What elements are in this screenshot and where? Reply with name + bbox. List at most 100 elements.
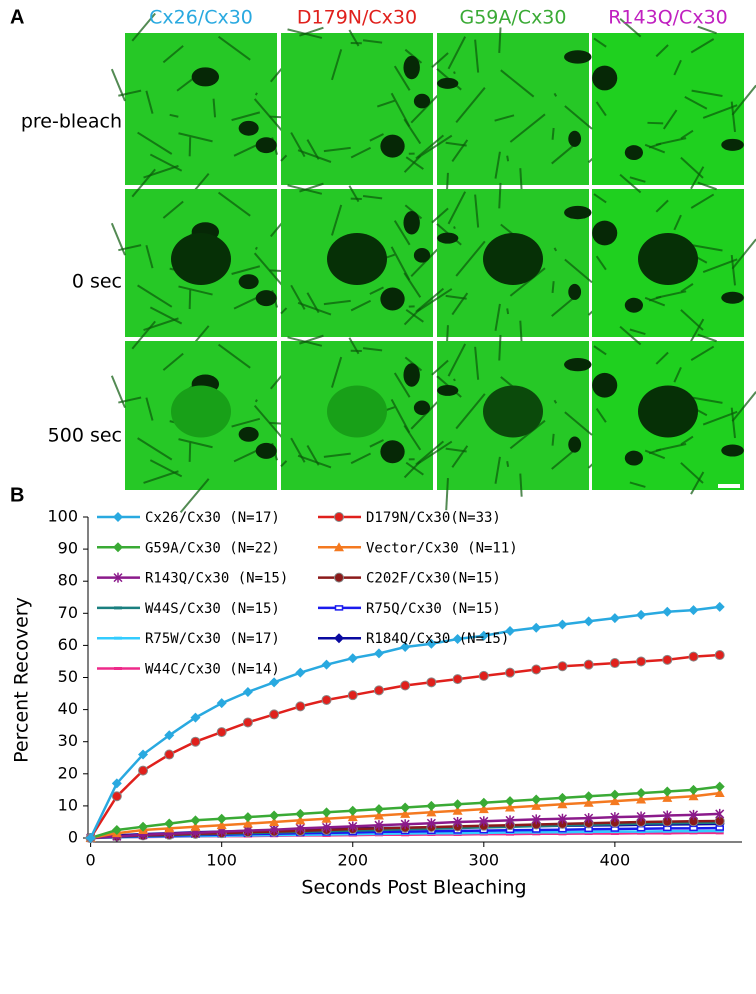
- micrograph: [280, 334, 439, 490]
- cell-border: [290, 284, 306, 310]
- y-tick-label: 20: [58, 763, 78, 782]
- marker: [557, 799, 568, 809]
- bleached-cell: [327, 233, 387, 285]
- cell-border: [403, 155, 422, 173]
- cell-border: [673, 214, 682, 231]
- cell-border: [474, 194, 480, 228]
- micrograph: [564, 17, 756, 190]
- column-title: D179N/Cx30: [297, 7, 417, 29]
- marker: [216, 813, 227, 824]
- cell-border: [350, 452, 372, 465]
- dark-gap: [437, 77, 459, 89]
- scale-bar: [718, 484, 740, 488]
- marker: [505, 815, 515, 826]
- series: [85, 781, 725, 843]
- cell-border: [494, 456, 501, 484]
- row-label: 500 sec: [48, 425, 122, 447]
- cell-border: [731, 391, 756, 422]
- bleached-cell: [638, 233, 698, 285]
- marker: [636, 811, 646, 822]
- cell-border: [254, 246, 258, 250]
- micrograph: [110, 12, 300, 208]
- cell-border: [217, 343, 251, 369]
- cell-border: [137, 284, 173, 308]
- legend-marker: [334, 572, 344, 583]
- dark-gap: [721, 291, 744, 304]
- marker: [111, 778, 122, 789]
- marker: [506, 832, 515, 836]
- cell-border: [403, 118, 422, 145]
- tile: [592, 33, 744, 185]
- marker: [531, 794, 542, 805]
- cell-border: [506, 308, 510, 315]
- dark-gap: [403, 363, 420, 387]
- marker: [610, 826, 620, 832]
- dark-gap: [437, 384, 459, 396]
- cell-border: [348, 337, 360, 355]
- marker: [636, 825, 646, 832]
- cell-border: [673, 59, 682, 76]
- legend-marker: [114, 606, 122, 610]
- x-tick-label: 100: [206, 851, 237, 870]
- cell-border: [350, 146, 372, 159]
- marker: [636, 656, 647, 667]
- legend-label: C202F/Cx30(N=15): [366, 571, 501, 587]
- marker: [636, 788, 647, 799]
- cell-border: [323, 299, 351, 306]
- cell-border: [451, 445, 469, 468]
- marker: [321, 813, 332, 823]
- cell-border: [697, 333, 717, 343]
- cell-border: [551, 142, 577, 165]
- marker: [714, 788, 725, 798]
- marker: [609, 789, 620, 800]
- cell-border: [731, 238, 756, 270]
- marker: [216, 727, 227, 738]
- cell-border: [648, 142, 662, 149]
- cell-border: [376, 99, 396, 108]
- cell-border: [648, 448, 662, 455]
- cell-border: [299, 334, 324, 345]
- marker: [689, 825, 698, 832]
- series: [85, 788, 725, 842]
- cell-border: [506, 461, 510, 467]
- cell-border: [287, 184, 323, 195]
- cell-border: [691, 89, 723, 98]
- marker: [295, 701, 306, 712]
- cell-border: [287, 336, 323, 347]
- marker: [478, 670, 489, 681]
- micrograph: [415, 182, 621, 358]
- legend-label: Cx26/Cx30 (N=17): [145, 510, 280, 526]
- column-title: Cx26/Cx30: [149, 7, 253, 29]
- cell-border: [131, 168, 156, 198]
- cell-border: [648, 295, 662, 302]
- y-tick-label: 100: [47, 507, 78, 526]
- marker: [610, 832, 619, 836]
- marker: [400, 642, 411, 653]
- micrograph: [564, 325, 756, 495]
- cell-border: [323, 146, 351, 153]
- cell-border: [509, 419, 546, 450]
- cell-border: [431, 52, 449, 68]
- cell-border: [629, 176, 646, 183]
- dark-gap: [568, 130, 582, 147]
- dark-gap: [564, 357, 592, 372]
- marker: [426, 677, 437, 688]
- marker: [164, 730, 175, 741]
- marker: [321, 807, 332, 818]
- marker: [452, 674, 463, 685]
- x-tick-label: 0: [86, 851, 96, 870]
- marker: [85, 833, 96, 843]
- cell-border: [110, 68, 126, 102]
- cell-border: [644, 449, 666, 460]
- marker: [609, 796, 620, 806]
- marker: [347, 812, 358, 822]
- dark-gap: [568, 283, 582, 300]
- marker: [557, 619, 568, 630]
- marker: [452, 805, 463, 815]
- cell-border: [455, 393, 486, 430]
- cell-border: [595, 255, 607, 271]
- marker: [400, 802, 411, 813]
- cell-border: [415, 134, 445, 160]
- panel-label: B: [10, 484, 24, 506]
- legend-label: R184Q/Cx30 (N=15): [366, 631, 509, 647]
